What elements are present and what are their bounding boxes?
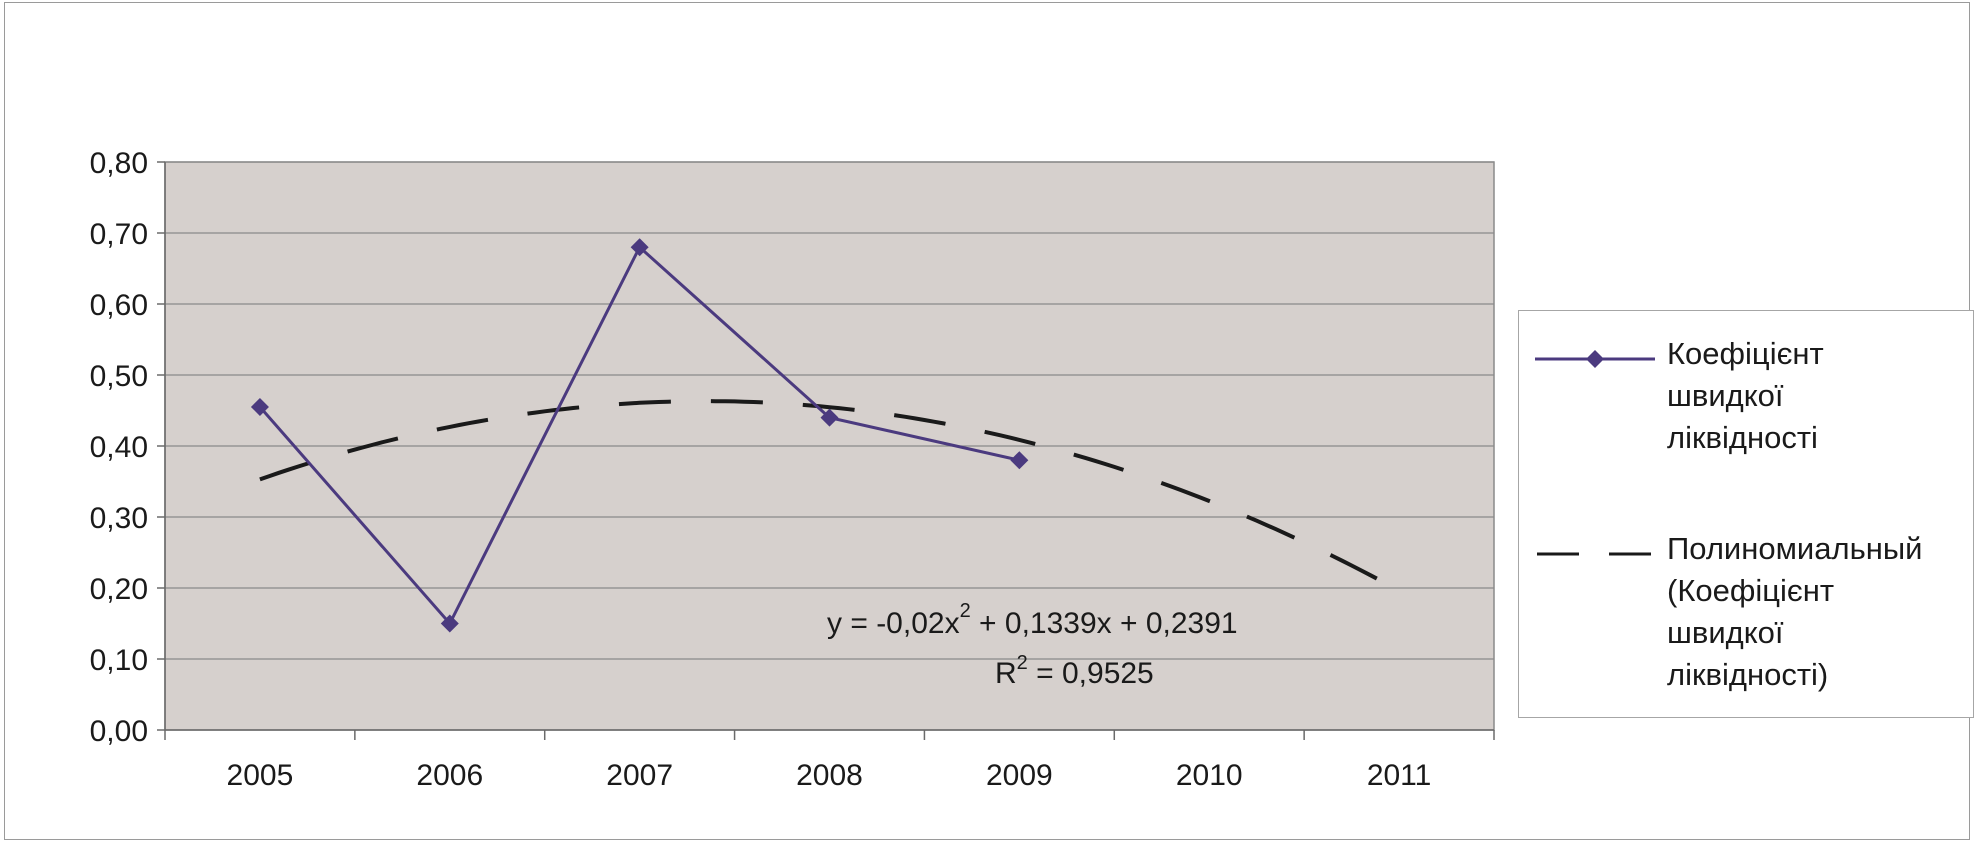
legend: Коефіцієнт швидкої ліквідності Полиномиа… — [1518, 310, 1974, 718]
legend-label-series: Коефіцієнт швидкої ліквідності — [1667, 336, 1824, 455]
dashed-line-icon — [1537, 552, 1653, 556]
data-point-marker — [1010, 451, 1029, 470]
equation-exponent: 2 — [960, 600, 971, 622]
y-tick-label: 0,20 — [90, 573, 148, 606]
equation-prefix: y = -0,02x — [827, 607, 960, 640]
x-tick-label: 2005 — [227, 759, 294, 792]
y-tick-label: 0,70 — [90, 218, 148, 251]
series-layer — [250, 238, 1029, 633]
trendline-equation: y = -0,02x2 + 0,1339x + 0,2391 — [827, 600, 1238, 640]
y-tick-label: 0,30 — [90, 502, 148, 535]
gridlines — [165, 161, 1494, 660]
y-tick-label: 0,00 — [90, 715, 148, 748]
y-tick-label: 0,10 — [90, 644, 148, 677]
x-tick-label: 2009 — [986, 759, 1053, 792]
trendline-path — [259, 399, 1401, 593]
x-tick-label: 2006 — [416, 759, 483, 792]
data-point-marker — [820, 408, 839, 427]
y-tick-label: 0,50 — [90, 360, 148, 393]
equation-suffix: + 0,1339x + 0,2391 — [971, 607, 1238, 640]
x-tick-label: 2010 — [1176, 759, 1243, 792]
legend-label-trendline: Полиномиальный (Коефіцієнт швидкої лікві… — [1667, 531, 1923, 692]
x-tick-label: 2008 — [796, 759, 863, 792]
line-diamond-marker-icon — [1535, 350, 1655, 368]
y-tick-label: 0,40 — [90, 431, 148, 464]
data-point-marker — [250, 397, 269, 416]
data-point-marker — [630, 238, 649, 257]
trendline-layer — [259, 399, 1401, 593]
y-tick-label: 0,60 — [90, 289, 148, 322]
r-squared: R2 = 0,9525 — [995, 652, 1154, 690]
r2-suffix: = 0,9525 — [1028, 657, 1154, 690]
x-tick-label: 2007 — [606, 759, 673, 792]
tick-labels: 0,00 0,10 0,20 0,30 0,40 0,50 0,60 0,70 0,80 2005… — [90, 147, 1432, 792]
data-point-marker — [440, 614, 459, 633]
y-tick-label: 0,80 — [90, 147, 148, 180]
x-tick-label: 2011 — [1367, 759, 1432, 792]
r2-exponent: 2 — [1017, 652, 1028, 674]
r2-prefix: R — [995, 657, 1017, 690]
axes — [157, 161, 1495, 740]
